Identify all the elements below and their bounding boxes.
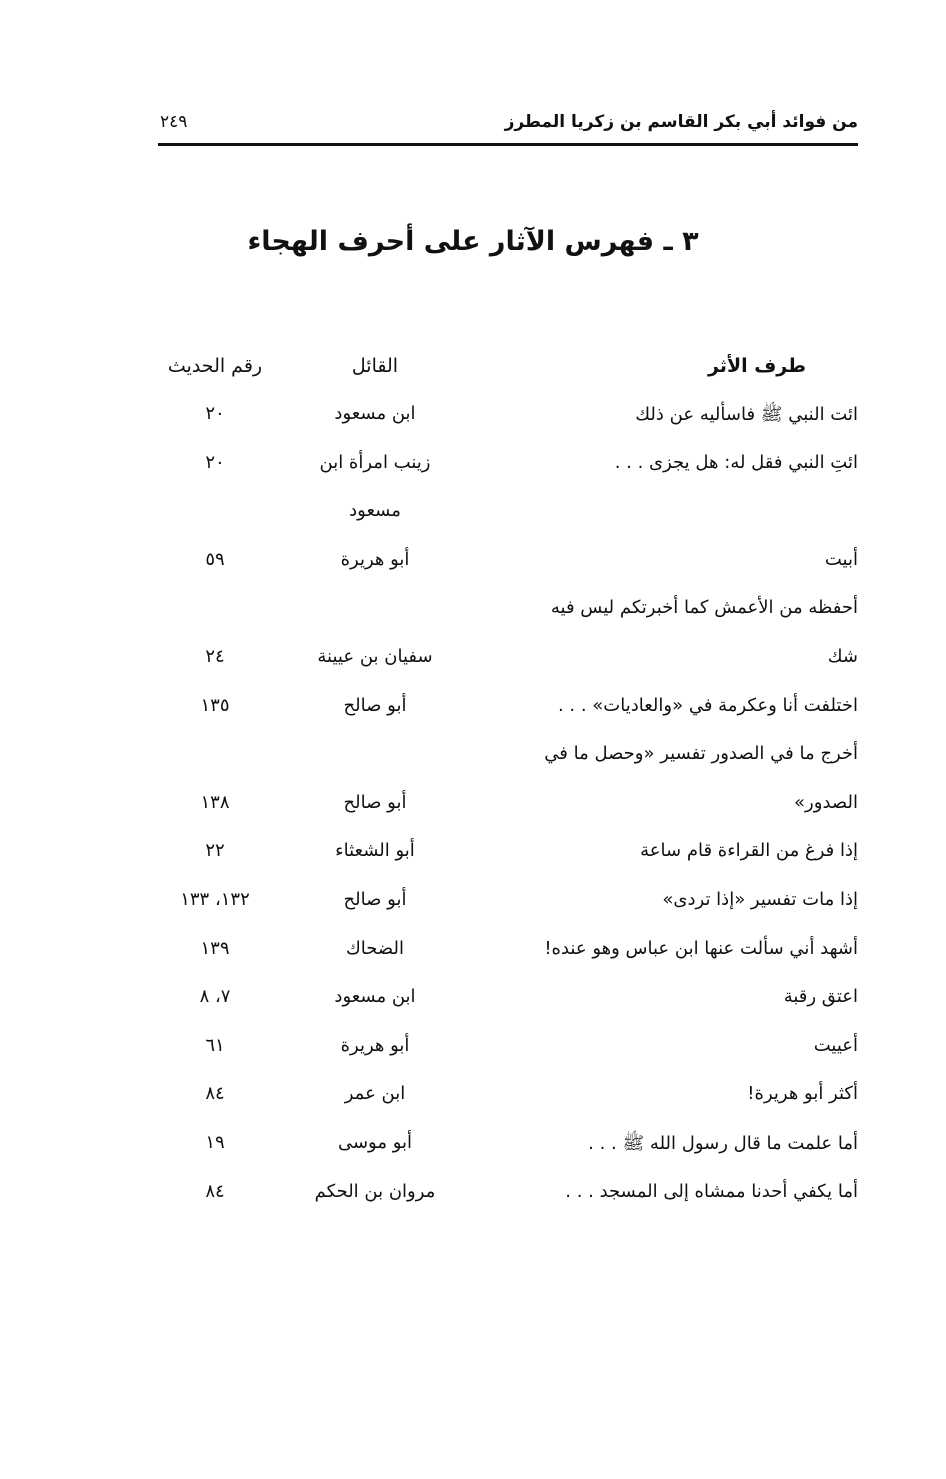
- table-row: شك سفيان بن عيينة ٢٤: [0, 646, 946, 686]
- index-title: ٣ ـ فهرس الآثار على أحرف الهجاء: [247, 226, 699, 257]
- row-text: أبيت: [824, 548, 858, 570]
- table-row: الصدور» أبو صالح ١٣٨: [0, 792, 946, 832]
- row-text: أخرج ما في الصدور تفسير «وحصل ما في: [544, 743, 858, 765]
- table-row: أما يكفي أحدنا ممشاه إلى المسجد . . . مرو…: [0, 1181, 946, 1221]
- row-number: ٢٢: [205, 840, 225, 862]
- row-text: إذا فرغ من القراءة قام ساعة: [640, 840, 858, 862]
- column-header-number: رقم الحديث: [167, 355, 263, 377]
- row-narrator: أبو الشعثاء: [335, 840, 415, 862]
- row-number: ١٩: [205, 1132, 225, 1153]
- row-number: ١٣٥: [200, 694, 230, 716]
- row-text: ائتِ النبي فقل له: هل يجزى . . .: [614, 451, 858, 473]
- row-narrator: أبو موسى: [337, 1132, 413, 1153]
- table-row: اختلفت أنا وعكرمة في «والعاديات» . . . أب…: [0, 695, 946, 735]
- row-text: أحفظه من الأعمش كما أخبرتكم ليس فيه: [550, 597, 858, 619]
- row-text: أما يكفي أحدنا ممشاه إلى المسجد . . .: [565, 1180, 858, 1202]
- row-text: أشهد أني سألت عنها ابن عباس وهو عنده!: [544, 937, 858, 959]
- column-header-narrator: القائل: [351, 355, 399, 377]
- table-row: أكثر أبو هريرة! ابن عمر ٨٤: [0, 1083, 946, 1123]
- row-text: إذا مات تفسير «إذا تردى»: [662, 889, 858, 910]
- row-narrator: سفيان بن عيينة: [317, 646, 433, 667]
- running-title: من فوائد أبي بكر القاسم بن زكريا المطرز: [504, 112, 858, 132]
- table-row: ائتِ النبي فقل له: هل يجزى . . . زينب امر…: [0, 452, 946, 492]
- row-number: ٧، ٨: [199, 986, 231, 1008]
- row-text: أما علمت ما قال رسول الله ﷺ . . .: [588, 1133, 858, 1154]
- row-number: ٨٤: [205, 1180, 225, 1202]
- row-narrator: مروان بن الحكم: [314, 1180, 436, 1202]
- row-text: ائت النبي ﷺ فاسأليه عن ذلك: [635, 404, 858, 425]
- table-row: مسعود: [0, 500, 946, 540]
- row-number: ١٣٩: [200, 937, 230, 959]
- row-narrator: مسعود: [349, 500, 401, 522]
- row-text: أكثر أبو هريرة!: [747, 1083, 858, 1105]
- row-narrator: الضحاك: [345, 937, 405, 959]
- table-row: أشهد أني سألت عنها ابن عباس وهو عنده! الض…: [0, 938, 946, 978]
- row-narrator: ابن مسعود: [334, 986, 416, 1008]
- table-row: أما علمت ما قال رسول الله ﷺ . . . أبو موس…: [0, 1132, 946, 1172]
- row-narrator: أبو هريرة: [340, 548, 410, 570]
- row-narrator: أبو هريرة: [340, 1034, 410, 1056]
- row-number: ٦١: [205, 1034, 225, 1056]
- row-number: ١٣٢، ١٣٣: [180, 889, 250, 910]
- table-row: أخرج ما في الصدور تفسير «وحصل ما في: [0, 743, 946, 783]
- row-text: شك: [827, 646, 858, 667]
- row-number: ٢٠: [205, 451, 225, 473]
- row-narrator: ابن مسعود: [334, 403, 416, 424]
- row-text: اعتق رقبة: [783, 986, 858, 1008]
- row-text: الصدور»: [794, 791, 858, 813]
- row-number: ٨٤: [205, 1083, 225, 1105]
- table-row: ائت النبي ﷺ فاسأليه عن ذلك ابن مسعود ٢٠: [0, 403, 946, 443]
- row-number: ١٣٨: [200, 791, 230, 813]
- table-row: أبيت أبو هريرة ٥٩: [0, 549, 946, 589]
- table-row: اعتق رقبة ابن مسعود ٧، ٨: [0, 986, 946, 1026]
- column-header-text: طرف الأثر: [707, 355, 806, 377]
- row-narrator: أبو صالح: [343, 889, 407, 910]
- header-divider: [158, 143, 858, 146]
- row-number: ٥٩: [205, 548, 225, 570]
- row-narrator: ابن عمر: [344, 1083, 406, 1105]
- row-number: ٢٤: [205, 646, 225, 667]
- page-number: ٢٤٩: [160, 112, 188, 132]
- row-narrator: أبو صالح: [343, 791, 407, 813]
- table-row: إذا مات تفسير «إذا تردى» أبو صالح ١٣٢، ١٣٣: [0, 889, 946, 929]
- table-row: إذا فرغ من القراءة قام ساعة أبو الشعثاء ٢٢: [0, 840, 946, 880]
- row-text: اختلفت أنا وعكرمة في «والعاديات» . . .: [557, 694, 858, 716]
- row-text: أعييت: [813, 1034, 858, 1056]
- row-number: ٢٠: [205, 403, 225, 424]
- row-narrator: زينب امرأة ابن: [319, 451, 431, 473]
- table-row: أحفظه من الأعمش كما أخبرتكم ليس فيه: [0, 597, 946, 637]
- column-headers: طرف الأثر القائل رقم الحديث: [0, 355, 946, 395]
- table-row: أعييت أبو هريرة ٦١: [0, 1035, 946, 1075]
- row-narrator: أبو صالح: [343, 694, 407, 716]
